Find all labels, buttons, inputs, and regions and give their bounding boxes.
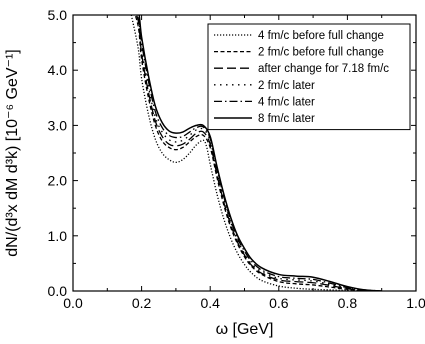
- legend-label: after change for 7.18 fm/c: [258, 63, 389, 75]
- axes-layer: 0.0 0.2 0.4 0.6 0.8 1.0 0.0 1.0 2.0 3.0 4.0 5.0 ω [G…: [4, 7, 425, 338]
- y-tick-label: 4.0: [48, 62, 68, 78]
- y-tick-label: 0.0: [48, 283, 68, 299]
- x-tick-label: 0.6: [269, 295, 289, 311]
- series-line-4: [137, 15, 382, 291]
- x-axis-label: ω [GeV]: [216, 321, 274, 338]
- y-tick-label: 3.0: [48, 117, 68, 133]
- legend-label: 4 fm/c before full change: [258, 30, 384, 42]
- series-line-1: [130, 15, 382, 291]
- x-tick-label: 0.0: [63, 295, 83, 311]
- legend-label: 8 fm/c later: [258, 113, 315, 125]
- x-tick-label: 0.2: [132, 295, 152, 311]
- legend-label: 2 fm/c before full change: [258, 47, 384, 59]
- y-tick-label: 2.0: [48, 173, 68, 189]
- y-axis-label: dN/(d³x dM d³k) [10⁻⁶ GeV⁻¹]: [4, 49, 21, 257]
- series-line-6: [138, 15, 382, 291]
- series-layer: [130, 15, 382, 291]
- legend-label: 2 fm/c later: [258, 80, 315, 92]
- y-tick-label: 1.0: [48, 228, 68, 244]
- y-tick-label: 5.0: [48, 7, 68, 23]
- x-tick-label: 1.0: [406, 295, 425, 311]
- x-tick-label: 0.8: [338, 295, 358, 311]
- legend-box: [207, 23, 411, 131]
- legend: 4 fm/c before full change 2 fm/c before f…: [207, 23, 411, 131]
- legend-label: 4 fm/c later: [258, 96, 315, 108]
- series-line-3: [135, 15, 382, 291]
- x-tick-label: 0.4: [200, 295, 220, 311]
